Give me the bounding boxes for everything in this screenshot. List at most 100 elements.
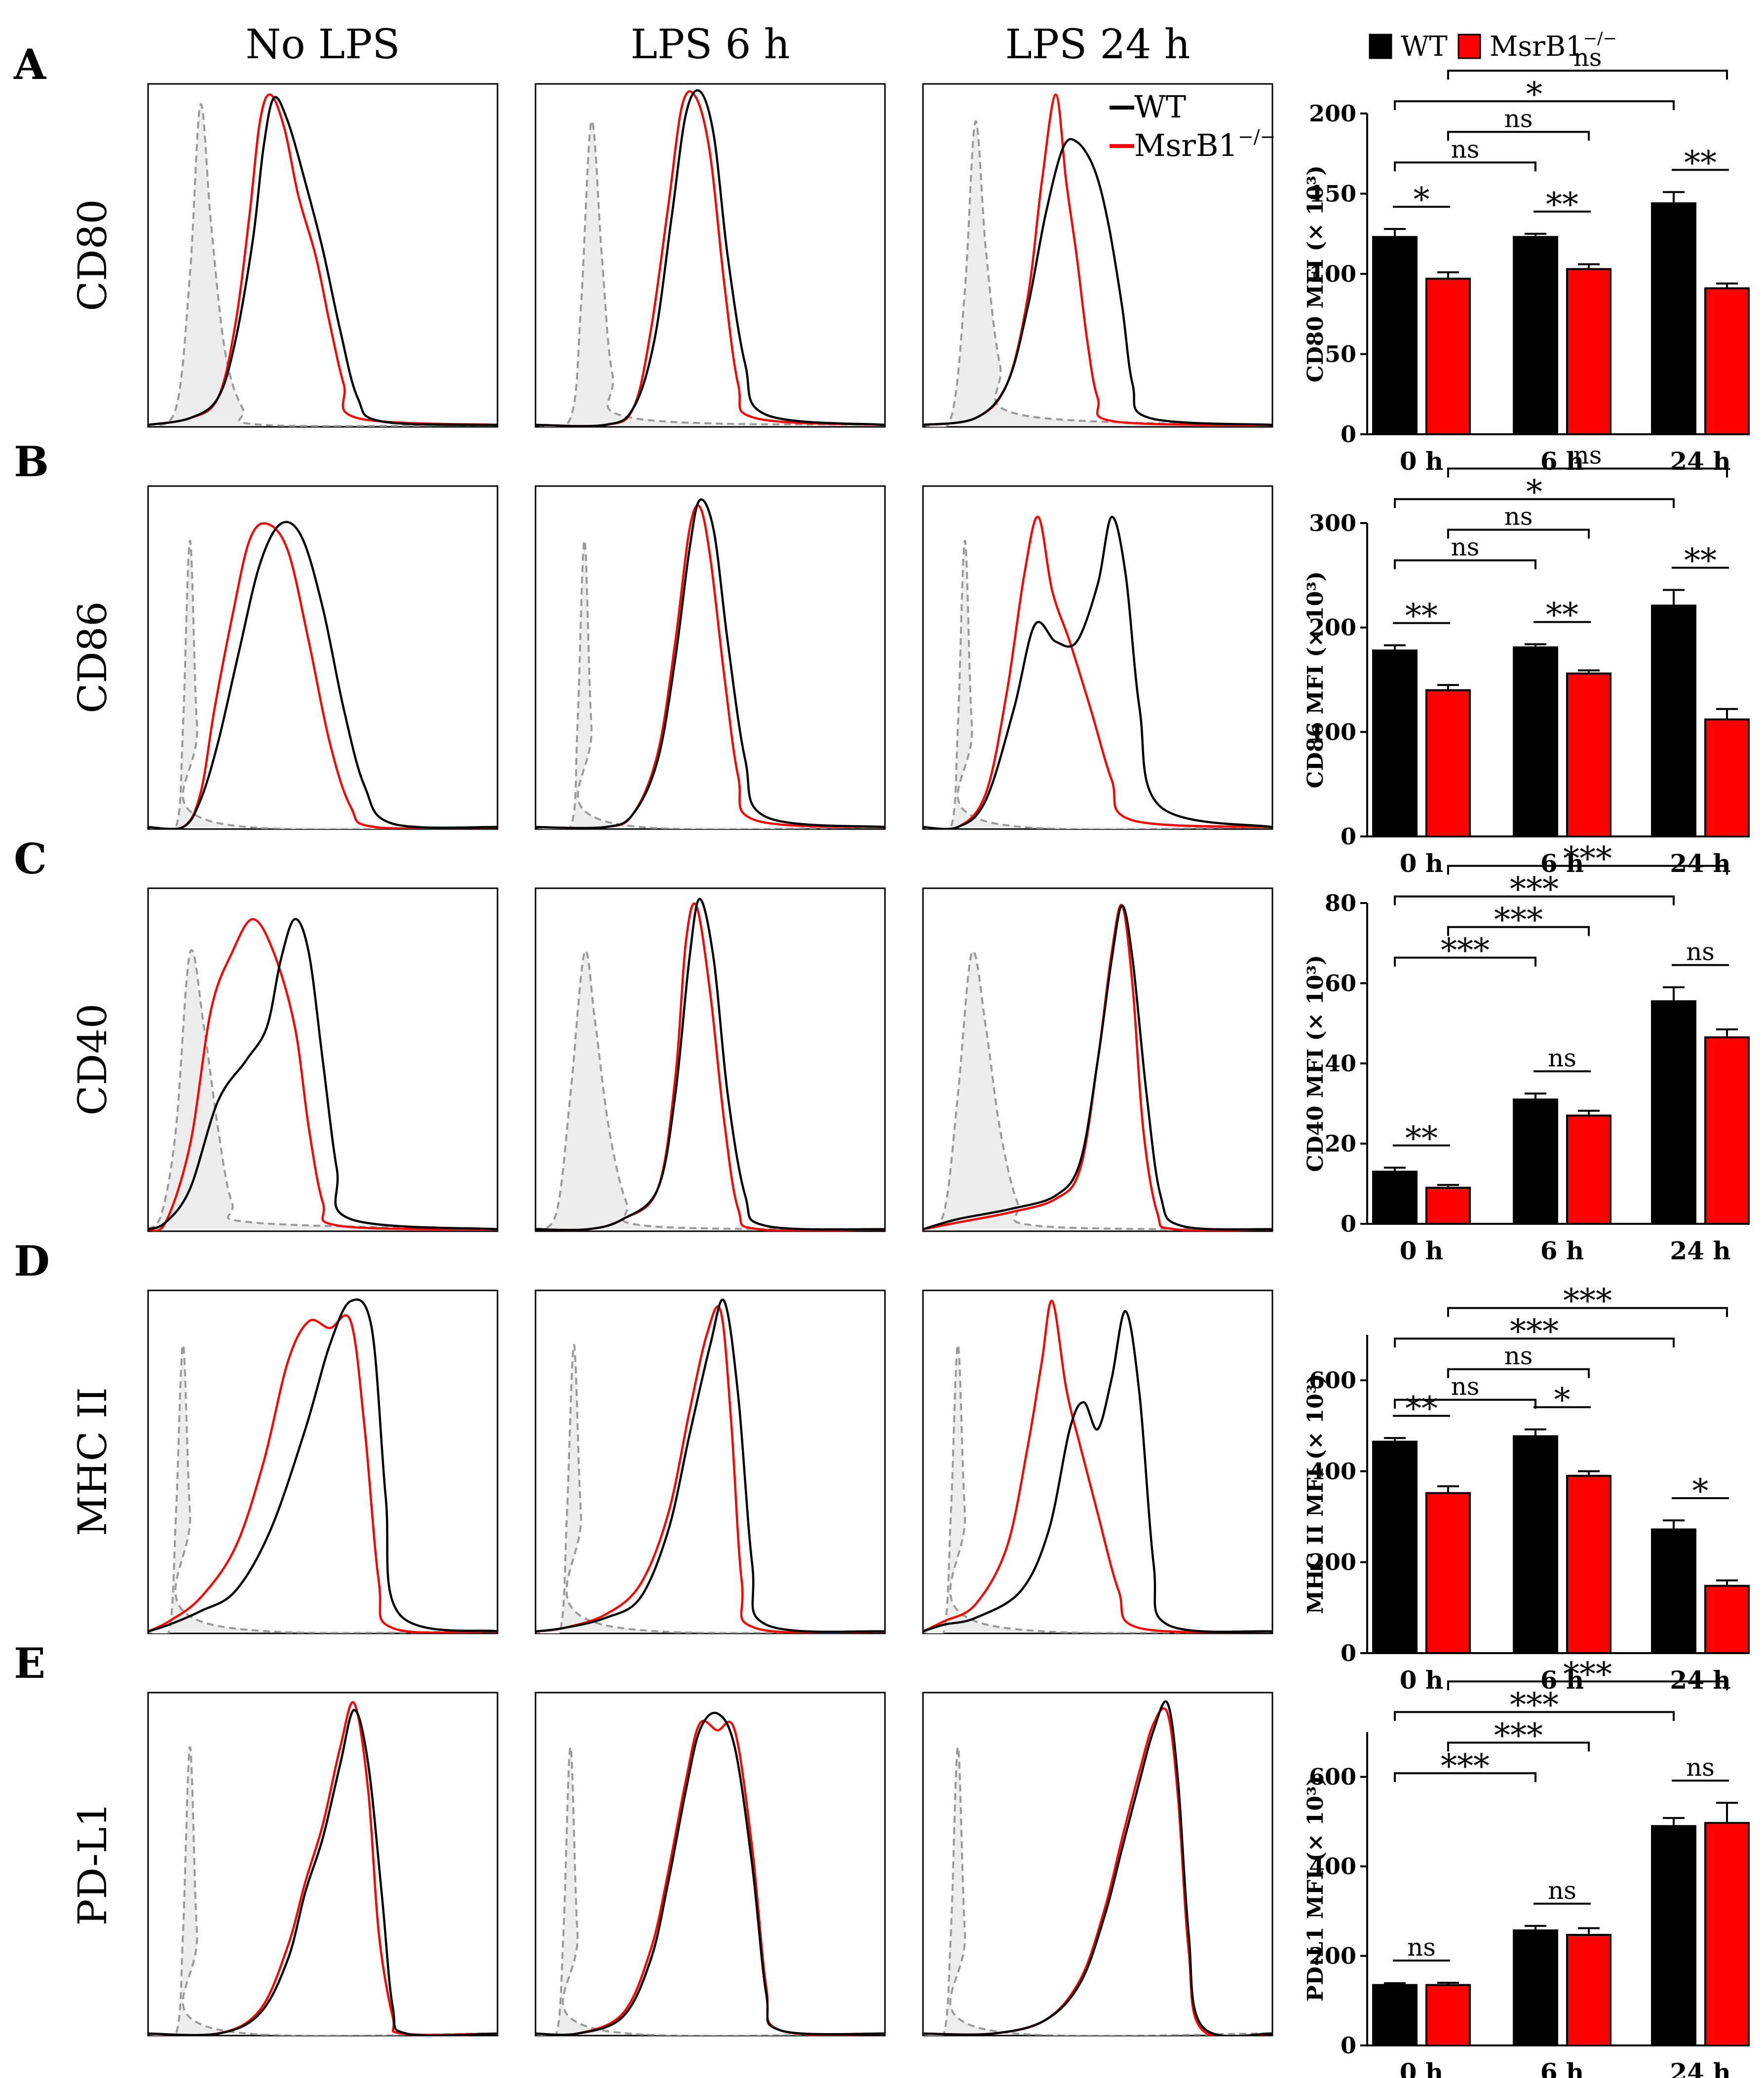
x-tick-label: 6 h: [1540, 2058, 1584, 2078]
column-header-lps-6h: LPS 6 h: [631, 21, 790, 68]
isotype-fill: [148, 1747, 498, 2036]
bar-wt: [1651, 202, 1696, 435]
significance-label: *: [1526, 473, 1542, 511]
significance-bracket: ***: [1394, 932, 1536, 970]
row-label-cd40: CD40: [70, 1003, 115, 1115]
wt-curve: [923, 516, 1272, 829]
significance-label: *: [1692, 1472, 1709, 1510]
significance-bracket: ns: [1672, 938, 1729, 966]
y-axis-label: CD80 MFI (× 10³): [1303, 165, 1328, 382]
significance-bracket: ns: [1447, 502, 1590, 539]
histogram-mhcii-lps-24h: [923, 1299, 1272, 1633]
significance-label: ns: [1451, 532, 1480, 561]
msrb1-curve: [148, 1314, 498, 1633]
significance-label: ns: [1451, 1372, 1480, 1401]
bar-legend-wt-swatch: [1369, 34, 1392, 59]
bracket-line: [1447, 70, 1728, 80]
histogram-legend-ko-label: MsrB1−/−: [1134, 126, 1275, 163]
histogram-frame-pdl1-lps-6h: [535, 1692, 886, 2037]
panel-letter-b: B: [14, 437, 49, 486]
isotype-fill: [923, 121, 1272, 427]
wt-curve: [148, 918, 498, 1231]
significance-bracket: ***: [1447, 901, 1590, 939]
y-tick-label: 0: [1341, 421, 1356, 448]
x-tick-label: 0 h: [1400, 1665, 1444, 1695]
significance-label: ***: [1510, 1686, 1559, 1724]
bracket-line: [1447, 1307, 1728, 1317]
msrb1-curve: [923, 516, 1272, 829]
bar-wt: [1372, 649, 1418, 837]
x-tick-label: 24 h: [1670, 2058, 1730, 2078]
histogram-frame-mhcii-lps-24h: [922, 1289, 1273, 1634]
y-tick-label: 400: [1309, 1853, 1356, 1880]
bar-wt: [1513, 646, 1558, 837]
histogram-mhcii-no-lps: [148, 1298, 498, 1633]
bracket-line: [1394, 559, 1536, 569]
bar-msrb1: [1566, 1114, 1611, 1225]
bar-wt: [1372, 1440, 1418, 1654]
histogram-frames: [147, 83, 1273, 2037]
x-tick-label: 0 h: [1400, 447, 1444, 476]
significance-bracket: *: [1534, 1381, 1591, 1419]
histogram-legend-ko-superscript: −/−: [1238, 126, 1275, 148]
bar-msrb1: [1566, 1474, 1611, 1654]
isotype-curve: [536, 1746, 885, 2036]
significance-label: **: [1405, 597, 1438, 635]
isotype-curve: [923, 120, 1272, 427]
significance-bracket: **: [1534, 186, 1591, 224]
significance-label: ***: [1510, 870, 1559, 908]
y-tick-label: 100: [1309, 261, 1356, 287]
isotype-fill: [536, 121, 885, 427]
isotype-fill: [923, 951, 1272, 1229]
wt-curve: [536, 498, 885, 829]
significance-bracket: ***: [1447, 1655, 1728, 1693]
isotype-curve: [923, 950, 1272, 1230]
bar-legend-ko-label: MsrB1−/−: [1490, 29, 1617, 63]
y-tick-label: 0: [1341, 1640, 1356, 1666]
row-label-cd80: CD80: [70, 199, 115, 311]
msrb1-curve: [536, 1720, 885, 2036]
significance-bracket: ***: [1394, 1313, 1675, 1351]
significance-label: *: [1554, 1381, 1571, 1419]
significance-bracket: ***: [1447, 1282, 1728, 1320]
significance-bracket: ns: [1394, 1372, 1536, 1409]
y-axis-label: MHC II MFI (× 10³): [1303, 1374, 1328, 1614]
bar-wt: [1372, 1984, 1418, 2046]
significance-bracket: **: [1672, 144, 1729, 182]
significance-bracket: **: [1393, 597, 1450, 635]
isotype-curve: [148, 1746, 498, 2036]
bar-wt: [1372, 236, 1418, 435]
significance-label: **: [1405, 1390, 1438, 1428]
histogram-pdl1-lps-24h: [923, 1700, 1272, 2036]
y-axis-label: PD-L1 MFI (× 10³): [1303, 1776, 1328, 2002]
significance-bracket: ns: [1447, 43, 1728, 80]
significance-bracket: ns: [1534, 1044, 1591, 1072]
x-tick-label: 24 h: [1670, 849, 1730, 878]
histogram-mhcii-lps-6h: [536, 1298, 885, 1633]
y-tick-label: 200: [1309, 1549, 1356, 1576]
bar-wt: [1513, 236, 1558, 435]
histogram-curves: [148, 89, 1272, 2036]
wt-curve: [536, 898, 885, 1231]
y-tick-label: 20: [1325, 1131, 1356, 1157]
isotype-fill: [148, 104, 498, 426]
significance-bracket: ns: [1672, 1753, 1729, 1782]
histogram-legend-wt-label: WT: [1134, 89, 1186, 125]
histogram-cd40-no-lps: [148, 918, 498, 1231]
histogram-cd86-lps-24h: [923, 516, 1272, 829]
significance-label: ns: [1573, 43, 1602, 72]
isotype-curve: [923, 539, 1272, 829]
y-axis-label: CD40 MFI (× 10³): [1303, 955, 1328, 1172]
bar-wt: [1651, 605, 1696, 837]
bar-msrb1: [1425, 1984, 1471, 2046]
histogram-frame-pdl1-lps-24h: [922, 1692, 1273, 2037]
bracket-line: [1447, 467, 1728, 478]
significance-bracket: *: [1393, 181, 1450, 219]
wt-curve: [148, 1298, 498, 1633]
bar-legend-ko-superscript: −/−: [1583, 29, 1617, 48]
